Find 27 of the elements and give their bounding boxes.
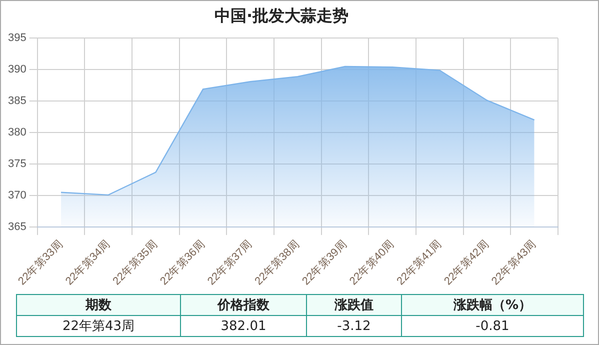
chart-title: 中国·批发大蒜走势 xyxy=(214,6,349,25)
x-tick-label: 22年第37周 xyxy=(205,238,255,288)
y-tick-label: 380 xyxy=(8,126,26,139)
text: 涨跌值 xyxy=(306,294,402,316)
y-tick-label: 375 xyxy=(8,158,26,170)
x-tick-label: 22年第41周 xyxy=(394,238,444,288)
y-tick-label: 385 xyxy=(8,95,26,108)
x-tick-label: 22年第33周 xyxy=(16,238,66,288)
text: -3.12 xyxy=(306,316,402,336)
x-tick-label: 22年第35周 xyxy=(110,238,160,288)
text: -0.81 xyxy=(402,316,584,336)
y-tick-label: 395 xyxy=(8,32,26,44)
x-tick-label: 22年第34周 xyxy=(63,238,113,288)
x-tick-label: 22年第39周 xyxy=(300,238,350,288)
x-tick-label: 22年第38周 xyxy=(252,238,302,288)
x-tick-label: 22年第36周 xyxy=(158,238,208,288)
y-tick-label: 370 xyxy=(8,190,26,202)
text: 期数 xyxy=(16,294,180,316)
text: 价格指数 xyxy=(180,294,306,316)
y-tick-label: 390 xyxy=(8,64,26,76)
text: 382.01 xyxy=(180,316,306,336)
x-tick-label: 22年第40周 xyxy=(347,238,397,288)
text: 22年第43周 xyxy=(16,316,180,336)
x-tick-label: 22年第42周 xyxy=(442,238,492,288)
y-tick-label: 365 xyxy=(8,221,26,234)
text: 涨跌幅（%） xyxy=(402,294,584,316)
x-tick-label: 22年第43周 xyxy=(489,238,539,288)
